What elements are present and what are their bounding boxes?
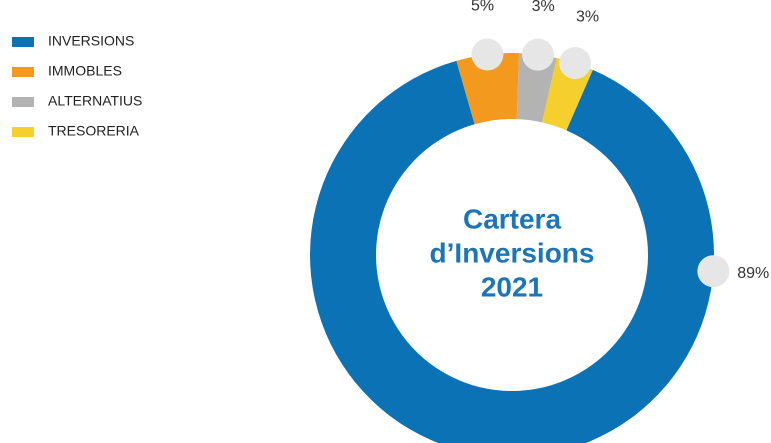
value-label: 3% (576, 8, 599, 25)
label-bubble (471, 38, 504, 71)
legend-label: ALTERNATIUS (48, 93, 142, 109)
donut-segment (516, 53, 557, 123)
legend-swatch (12, 127, 34, 137)
legend-swatch (12, 67, 34, 77)
value-label: 5% (471, 0, 494, 15)
donut-segment (456, 53, 520, 125)
legend-label: INVERSIONS (48, 33, 134, 49)
label-bubble (559, 47, 592, 80)
legend-label: IMMOBLES (48, 63, 122, 79)
chart-title: Cartera (463, 203, 561, 234)
label-bubble (522, 38, 555, 71)
legend-swatch (12, 97, 34, 107)
value-label: 3% (532, 0, 555, 15)
donut-segment (310, 60, 714, 443)
legend-swatch (12, 37, 34, 47)
label-bubble (697, 255, 730, 288)
chart-title: d’Inversions (430, 237, 595, 268)
value-label: 89% (737, 265, 769, 282)
chart-title: 2021 (481, 271, 543, 302)
legend-label: TRESORERIA (48, 123, 140, 139)
